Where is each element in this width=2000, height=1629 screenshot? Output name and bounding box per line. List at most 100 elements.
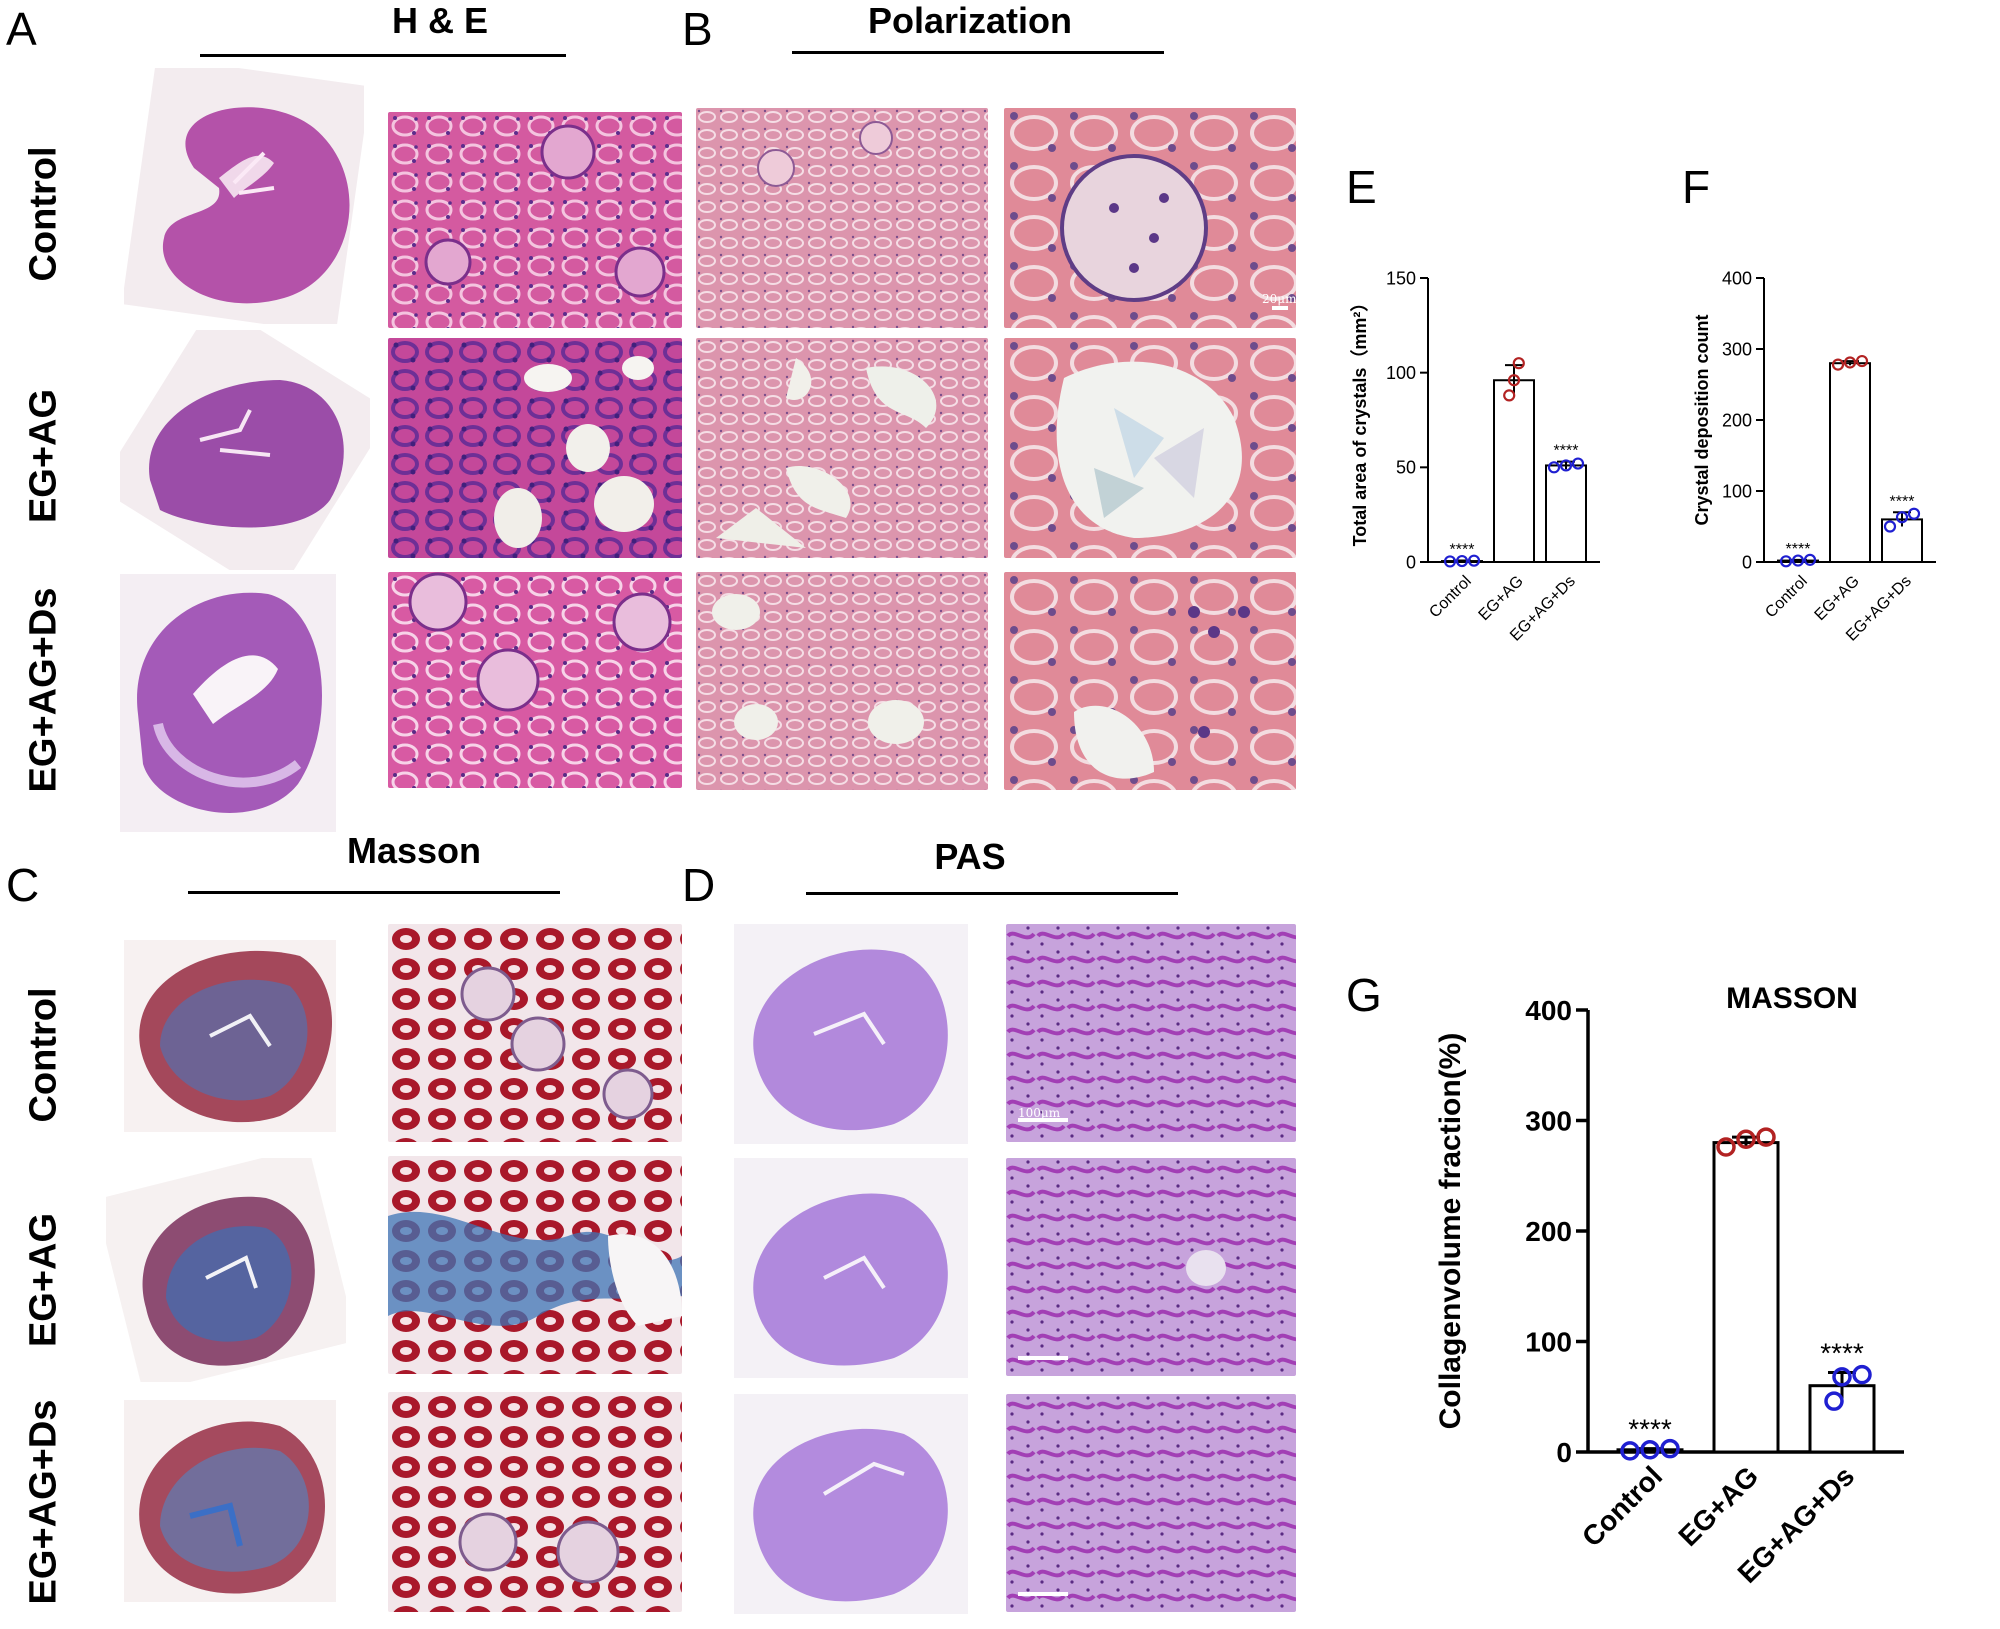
- he-kidney-control-image: [124, 68, 364, 324]
- data-point: [1852, 1364, 1872, 1385]
- y-tick-label: 100: [1386, 363, 1416, 383]
- x-tick-label: Control: [1576, 1460, 1668, 1552]
- data-point: [1895, 511, 1909, 524]
- panel-letter-e: E: [1346, 161, 1377, 213]
- bar-2: [1545, 464, 1587, 563]
- data-point: [1832, 1367, 1852, 1387]
- y-tick-label: 200: [1525, 1216, 1572, 1247]
- masson-zoom-control-image: [388, 924, 682, 1142]
- pas-zoom-egagds-image: [1006, 1394, 1296, 1612]
- data-point: [1443, 555, 1457, 568]
- data-point: [1907, 507, 1921, 520]
- x-tick-label: EG+AG: [1476, 573, 1527, 624]
- bar-1: [1493, 379, 1535, 563]
- y-axis-label: Total area of crystals（mm²）: [1350, 294, 1370, 547]
- data-point: [1831, 358, 1845, 371]
- data-point: [1640, 1440, 1660, 1460]
- scale-bar-d-bottom: [1018, 1592, 1068, 1596]
- scale-bar-d-top: [1018, 1118, 1068, 1122]
- y-tick-label: 200: [1722, 410, 1752, 430]
- x-tick-label: Control: [1426, 573, 1474, 621]
- y-axis-label: Crystal deposition count: [1692, 314, 1712, 525]
- data-point: [1716, 1137, 1736, 1157]
- data-point: [1779, 555, 1793, 568]
- polarization-low-control-image: [696, 108, 988, 328]
- y-tick-label: 400: [1722, 268, 1752, 288]
- he-kidney-egagds-image: [120, 574, 336, 832]
- x-tick-label: EG+AG: [1672, 1460, 1764, 1552]
- significance-label: ****: [1820, 1337, 1864, 1368]
- scale-bar-d-middle: [1018, 1356, 1068, 1360]
- panel-letter-d: D: [682, 859, 716, 911]
- masson-title: Masson: [346, 830, 482, 871]
- row-label-egag-top: EG+AG: [22, 388, 65, 524]
- data-point: [1571, 457, 1585, 470]
- data-point: [1843, 356, 1857, 369]
- bar-1: [1829, 362, 1871, 563]
- he-zoom-egag-image: [388, 338, 682, 558]
- bar-1: [1712, 1141, 1780, 1454]
- he-zoom-egagds-image: [388, 572, 682, 788]
- masson-kidney-egagds-image: [124, 1400, 336, 1602]
- data-point: [1855, 354, 1869, 368]
- masson-title-rule: [188, 891, 560, 894]
- polarization-high-egag-image: [1004, 338, 1296, 558]
- data-point: [1620, 1441, 1640, 1461]
- pas-title: PAS: [934, 836, 1006, 877]
- pas-zoom-control-image: [1006, 924, 1296, 1142]
- chart-g: 0 100 200 300 400 Collagenvolume fraction(%) M…: [1434, 982, 1904, 1589]
- x-tick-label: Control: [1762, 573, 1810, 621]
- pas-title-rule: [806, 892, 1178, 895]
- y-tick-label: 100: [1525, 1326, 1572, 1357]
- he-kidney-egag-image: [120, 330, 370, 570]
- y-tick-label: 0: [1406, 552, 1416, 572]
- polarization-low-egagds-image: [696, 572, 988, 790]
- data-point: [1507, 374, 1521, 387]
- polarization-title: Polarization: [867, 0, 1073, 41]
- data-point: [1883, 520, 1897, 533]
- panel-letter-f: F: [1682, 161, 1711, 213]
- panel-letter-c: C: [6, 859, 40, 911]
- masson-kidney-egag-image: [106, 1158, 346, 1382]
- pas-kidney-control-image: [734, 924, 968, 1144]
- data-point: [1547, 461, 1561, 474]
- x-tick-label: EG+AG: [1812, 573, 1863, 624]
- masson-zoom-egagds-image: [388, 1392, 682, 1612]
- he-title: H & E: [391, 0, 488, 41]
- panel-letter-b: B: [682, 3, 713, 55]
- chart-f: 0 100 200 300 400 Crystal deposition count ***…: [1692, 268, 1936, 645]
- chart-title: MASSON: [1726, 982, 1858, 1015]
- y-tick-label: 300: [1525, 1105, 1572, 1136]
- significance-label: ****: [1786, 541, 1811, 558]
- row-label-control-top: Control: [22, 146, 65, 282]
- data-point: [1756, 1127, 1776, 1147]
- he-zoom-control-image: [388, 112, 682, 328]
- significance-label: ****: [1554, 443, 1579, 460]
- y-tick-label: 150: [1386, 268, 1416, 288]
- polarization-high-control-image: [1004, 108, 1296, 328]
- masson-kidney-control-image: [124, 940, 336, 1132]
- significance-label: ****: [1890, 493, 1915, 510]
- scale-label-d-top: 100μm: [1018, 1106, 1061, 1120]
- polarization-low-egag-image: [696, 338, 988, 558]
- data-point: [1467, 554, 1481, 567]
- row-label-control-bottom: Control: [22, 987, 65, 1123]
- row-label-egagds-top: EG+AG+Ds: [22, 587, 65, 793]
- y-tick-label: 300: [1722, 339, 1752, 359]
- data-point: [1503, 389, 1516, 402]
- data-point: [1736, 1129, 1756, 1150]
- panel-letter-g: G: [1346, 969, 1382, 1021]
- row-label-egagds-bottom: EG+AG+Ds: [22, 1399, 65, 1605]
- y-tick-label: 0: [1742, 552, 1752, 572]
- data-point: [1803, 553, 1817, 566]
- he-title-rule: [200, 54, 566, 57]
- y-axis-label: Collagenvolume fraction(%): [1434, 1033, 1467, 1430]
- polarization-title-rule: [792, 51, 1164, 54]
- masson-zoom-egag-image: [388, 1156, 682, 1374]
- data-point: [1455, 554, 1469, 568]
- scale-bar-b-top: [1272, 306, 1288, 310]
- significance-label: ****: [1450, 541, 1475, 558]
- row-label-egag-bottom: EG+AG: [22, 1212, 65, 1348]
- y-tick-label: 100: [1722, 481, 1752, 501]
- pas-kidney-egag-image: [734, 1158, 968, 1378]
